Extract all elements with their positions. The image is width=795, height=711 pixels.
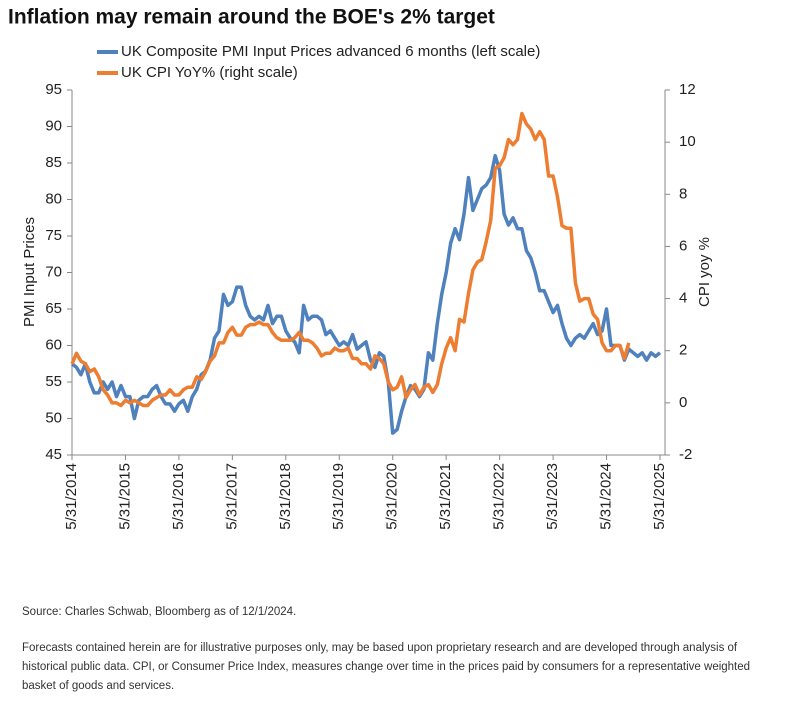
x-tick-label: 5/31/2023	[544, 463, 561, 530]
x-tick-label: 5/31/2024	[598, 463, 615, 530]
y2-tick-label: 10	[679, 133, 696, 150]
x-tick-label: 5/31/2022	[491, 463, 508, 530]
y2-tick-label: 12	[679, 81, 696, 98]
series-line	[70, 111, 631, 408]
y2-tick-label: 0	[679, 394, 687, 411]
x-tick-label: 5/31/2018	[277, 463, 294, 530]
series-line	[70, 153, 662, 435]
chart: Inflation may remain around the BOE's 2%…	[8, 6, 713, 530]
x-tick-label: 5/31/2014	[63, 463, 80, 530]
x-tick-label: 5/31/2019	[330, 463, 347, 530]
x-tick-label: 5/31/2016	[170, 463, 187, 530]
y-axis-label: PMI Input Prices	[21, 217, 38, 327]
source: Source: Charles Schwab, Bloomberg as of …	[22, 606, 297, 618]
x-tick-label: 5/31/2025	[651, 463, 668, 530]
x-tick-label: 5/31/2021	[437, 463, 454, 530]
x-tick-label: 5/31/2017	[223, 463, 240, 530]
y-tick-label: 90	[45, 117, 62, 134]
x-tick-label: 5/31/2015	[116, 463, 133, 530]
y-tick-label: 75	[45, 227, 62, 244]
y-tick-label: 50	[45, 409, 62, 426]
note: Forecasts contained herein are for illus…	[22, 642, 751, 692]
y2-axis-label: CPI yoy %	[696, 237, 713, 307]
y-tick-label: 45	[45, 446, 62, 463]
y-tick-label: 65	[45, 300, 62, 317]
y-tick-label: 55	[45, 373, 62, 390]
y-tick-label: 95	[45, 81, 62, 98]
legend-label: UK CPI YoY% (right scale)	[121, 64, 298, 81]
y2-tick-label: 2	[679, 342, 687, 359]
chart-title: Inflation may remain around the BOE's 2%…	[8, 6, 495, 29]
y-tick-label: 85	[45, 154, 62, 171]
legend-label: UK Composite PMI Input Prices advanced 6…	[121, 43, 540, 60]
y-tick-label: 70	[45, 263, 62, 280]
x-tick-label: 5/31/2020	[384, 463, 401, 530]
y2-tick-label: -2	[679, 446, 692, 463]
y2-tick-label: 6	[679, 237, 687, 254]
y2-tick-label: 8	[679, 185, 687, 202]
y-tick-label: 80	[45, 190, 62, 207]
y2-tick-label: 4	[679, 290, 687, 307]
y-tick-label: 60	[45, 336, 62, 353]
